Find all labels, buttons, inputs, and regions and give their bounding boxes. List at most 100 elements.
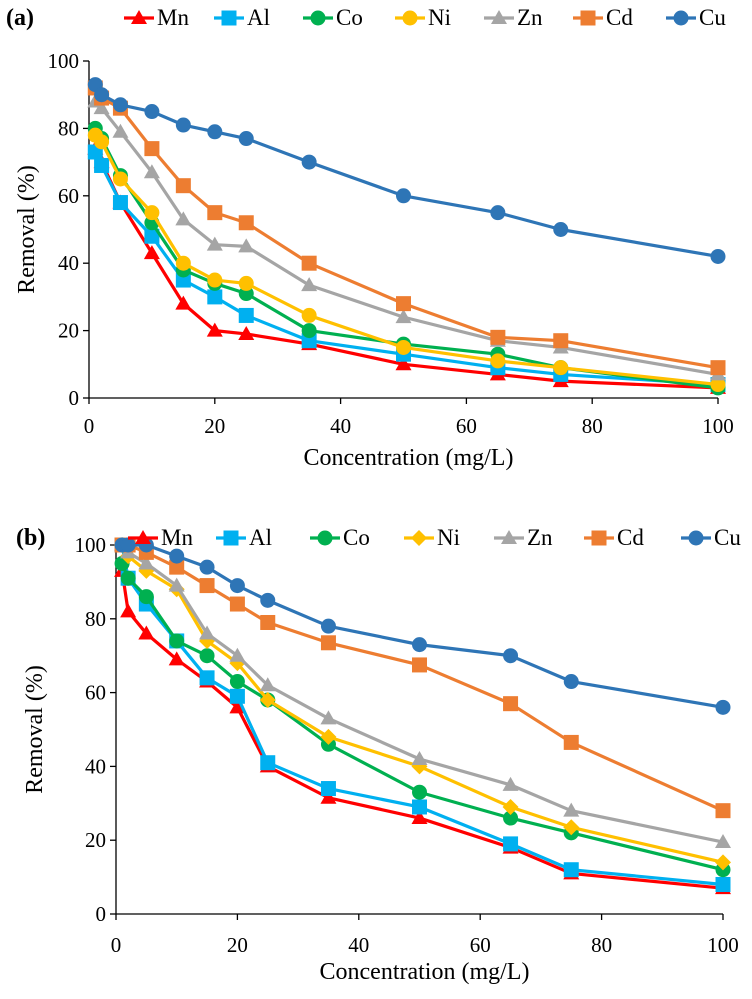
data-point-mn	[238, 325, 255, 340]
data-point-cu	[396, 188, 411, 204]
data-point-cu	[710, 248, 726, 264]
data-point-cd	[563, 734, 579, 750]
data-point-ni	[502, 798, 519, 815]
legend-label: Ni	[428, 5, 451, 30]
data-point-al	[412, 799, 427, 815]
y-tick-label: 80	[58, 116, 79, 140]
data-point-cd	[144, 141, 160, 157]
legend-marker	[491, 10, 507, 24]
data-point-zn	[138, 555, 155, 570]
data-point-ni	[301, 307, 317, 323]
data-point-cd	[229, 596, 245, 612]
data-point-co	[412, 784, 427, 800]
legend-label: Al	[247, 5, 270, 30]
legend-marker	[135, 530, 151, 544]
legend-marker	[223, 530, 239, 546]
data-point-cd	[503, 696, 519, 712]
series-line-al	[120, 544, 724, 887]
data-point-zn	[502, 776, 519, 791]
data-point-zn	[168, 577, 185, 592]
y-tick-label: 20	[85, 828, 106, 852]
chart-a-svg: (a) 0 20 40 60 80 100 0 20 40 60 80 100 Concentration…	[6, 5, 734, 471]
data-point-ni	[320, 728, 337, 745]
data-point-co	[199, 648, 215, 664]
data-point-ni	[553, 360, 569, 376]
x-tick-label: 60	[456, 414, 477, 438]
y-axis-label: Removal (%)	[22, 665, 48, 794]
chart-panel-b: (b) 0 20 40 60 80 100 0 20 40 60 80 100 Concentration…	[0, 500, 752, 999]
y-tick-label: 100	[48, 49, 80, 73]
data-point-cu	[112, 97, 128, 113]
data-point-zn	[199, 625, 216, 640]
legend-label: Mn	[161, 525, 193, 550]
data-point-cu	[301, 154, 317, 170]
data-point-zn	[206, 236, 223, 251]
series-ni	[87, 127, 726, 393]
data-point-cu	[144, 104, 160, 120]
data-point-cd	[412, 657, 427, 673]
data-point-ni	[259, 691, 276, 708]
legend-item-ni: Ni	[404, 525, 460, 550]
legend-item-al: Al	[214, 5, 270, 30]
data-point-co	[503, 810, 519, 826]
data-point-zn	[259, 677, 276, 692]
data-point-zn	[563, 802, 580, 817]
data-point-zn	[238, 238, 255, 253]
x-axis-label: Concentration (mg/L)	[320, 959, 530, 985]
chart-panel-a: (a) 0 20 40 60 80 100 0 20 40 60 80 100 Concentration…	[6, 5, 734, 471]
data-point-co	[301, 323, 317, 339]
legend-item-ni: Ni	[395, 5, 451, 30]
data-point-mn	[411, 810, 428, 825]
legend-label: Zn	[517, 5, 543, 30]
legend-marker	[310, 10, 326, 26]
legend-marker	[673, 10, 689, 26]
chart-b-svg: (b) 0 20 40 60 80 100 0 20 40 60 80 100 Concentration…	[16, 525, 741, 985]
legend-marker	[591, 530, 607, 546]
data-point-cu	[169, 548, 185, 564]
data-point-zn	[175, 211, 192, 226]
data-point-cd	[199, 578, 215, 594]
data-point-mn	[138, 625, 155, 640]
legend-marker	[131, 10, 147, 24]
y-tick-label: 40	[85, 754, 106, 778]
legend-item-mn: Mn	[124, 5, 189, 30]
legend-item-mn: Mn	[128, 525, 193, 550]
data-point-cd	[710, 360, 726, 376]
data-point-al	[144, 228, 160, 244]
x-tick-label: 100	[707, 933, 739, 957]
data-point-zn	[229, 647, 246, 662]
data-point-co	[229, 674, 245, 690]
data-point-cu	[207, 124, 223, 140]
data-point-al	[199, 670, 215, 686]
x-tick-label: 20	[227, 933, 248, 957]
data-point-cu	[94, 87, 110, 103]
data-point-cd	[396, 296, 411, 312]
panel-label: (a)	[6, 5, 34, 31]
x-tick-label: 80	[582, 414, 603, 438]
data-point-al	[260, 755, 276, 771]
data-point-co	[138, 589, 154, 605]
data-point-cu	[238, 131, 254, 147]
data-point-mn	[229, 699, 246, 714]
data-point-cd	[207, 205, 223, 221]
data-point-zn	[143, 164, 160, 179]
legend-marker	[688, 530, 704, 546]
data-point-ni	[94, 134, 110, 150]
y-tick-label: 80	[85, 607, 106, 631]
data-point-al	[207, 289, 223, 305]
x-tick-label: 80	[591, 933, 612, 957]
legend-marker	[411, 530, 427, 546]
data-point-mn	[120, 603, 137, 618]
x-tick-label: 0	[84, 414, 95, 438]
panel-label: (b)	[16, 525, 45, 551]
series-cu	[87, 77, 726, 264]
legend-marker	[580, 10, 596, 26]
legend-item-co: Co	[303, 5, 363, 30]
legend-item-zn: Zn	[484, 5, 543, 30]
x-tick-label: 60	[470, 933, 491, 957]
y-tick-label: 100	[75, 533, 107, 557]
series-co	[114, 555, 731, 878]
data-point-cu	[229, 578, 245, 594]
data-point-cd	[260, 614, 276, 630]
y-tick-label: 0	[96, 902, 107, 926]
